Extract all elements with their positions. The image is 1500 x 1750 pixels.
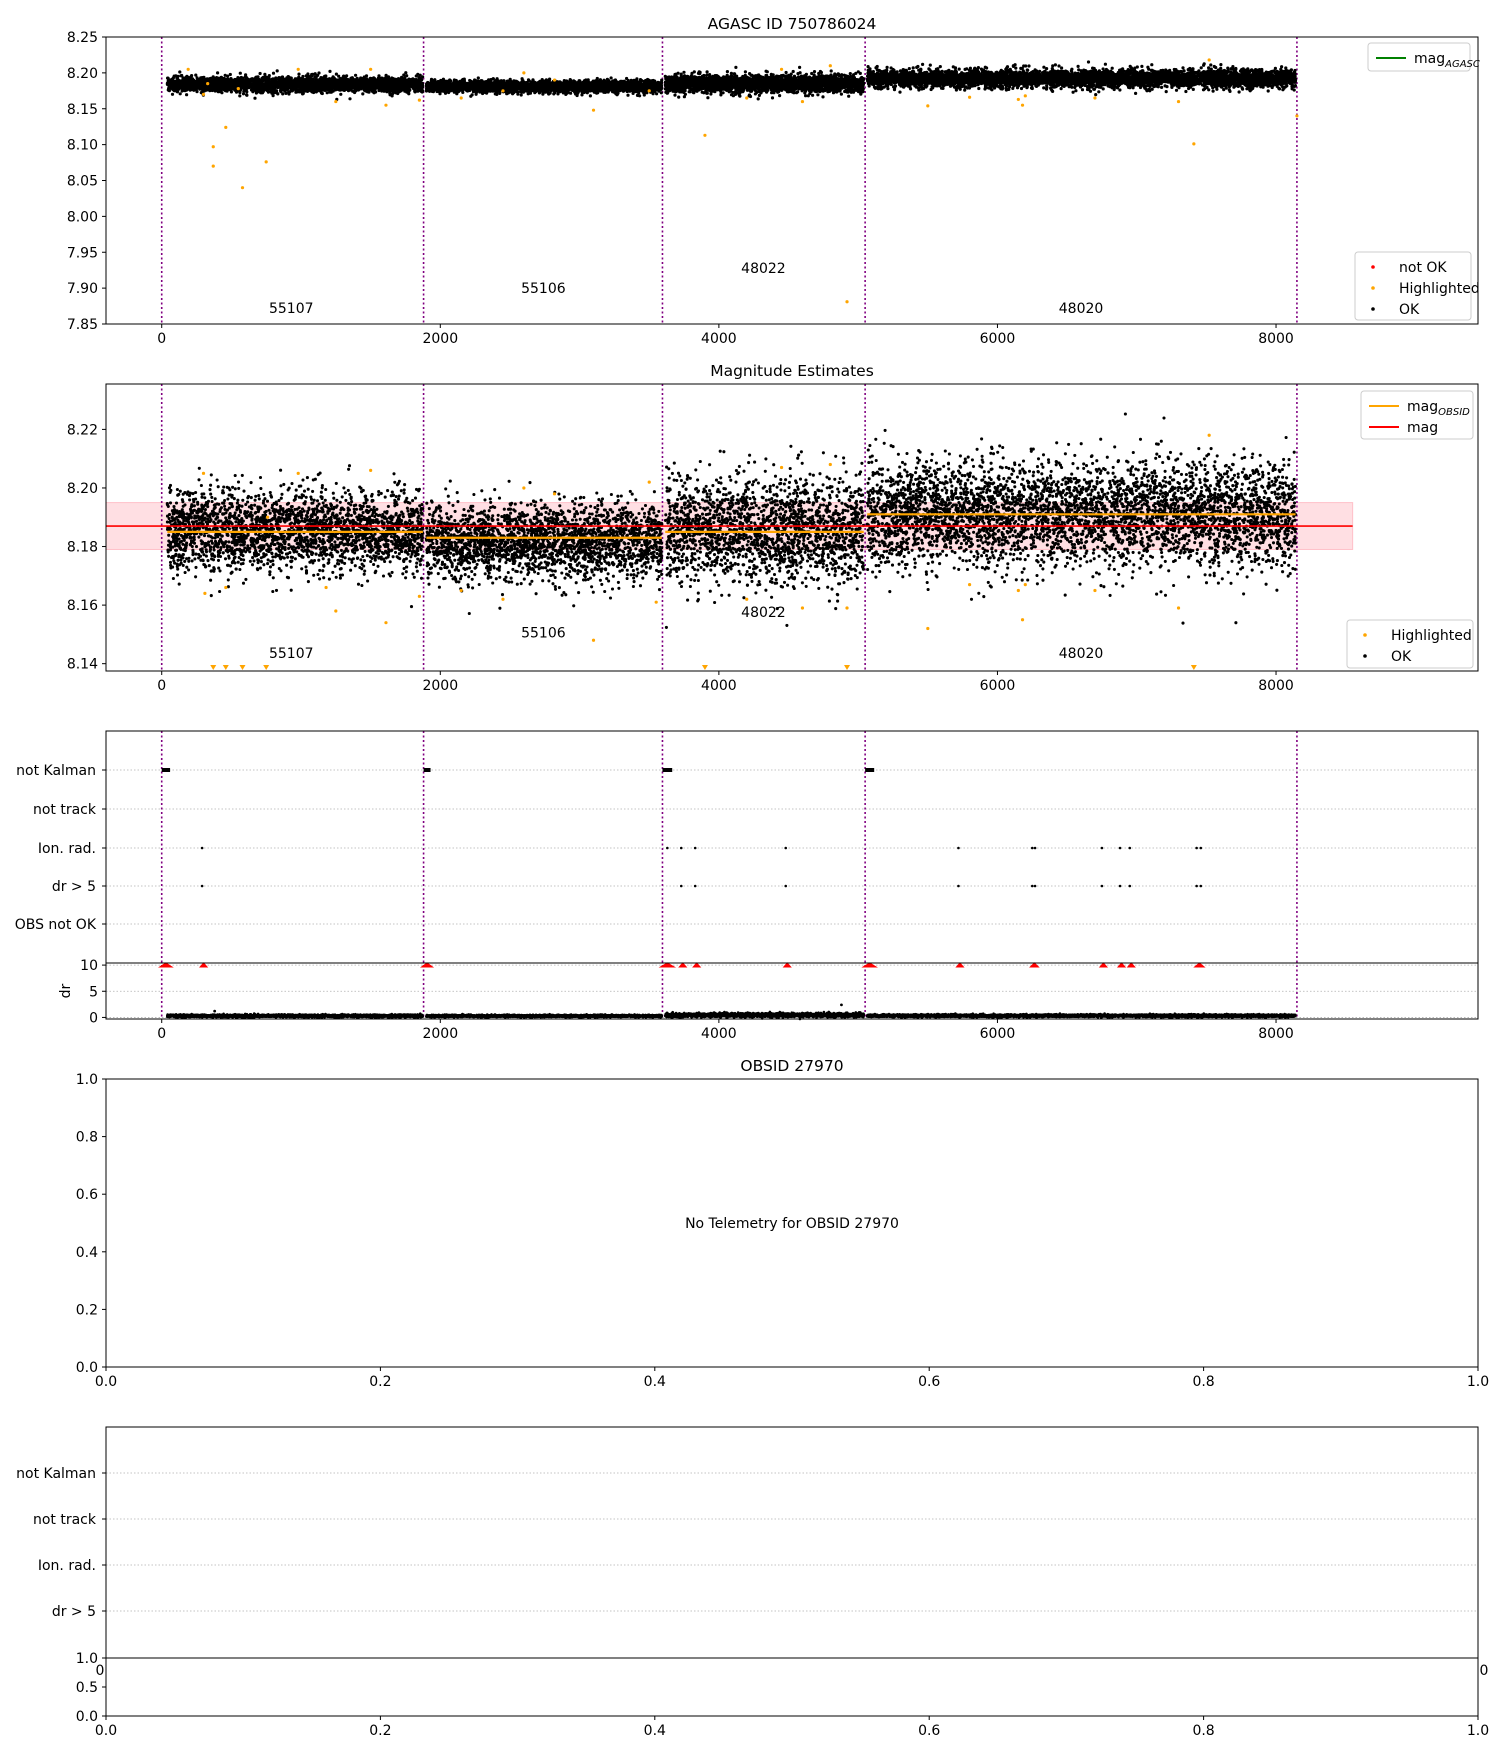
agasc-ok-point <box>277 76 280 79</box>
agasc-ok-point <box>179 74 182 77</box>
agasc-ok-point <box>183 89 186 92</box>
agasc-ok-point <box>413 89 416 92</box>
agasc-ok-point <box>352 82 355 85</box>
agasc-ok-point <box>353 84 356 87</box>
agasc-ok-point <box>407 86 410 89</box>
agasc-ok-point <box>342 76 345 79</box>
agasc-ok-point <box>393 90 396 93</box>
agasc-ok-point <box>371 89 374 92</box>
agasc-ok-point <box>201 90 204 93</box>
agasc-ok-point <box>275 89 278 92</box>
agasc-ok-point <box>348 97 351 100</box>
agasc-ok-point <box>242 92 245 95</box>
agasc-ok-point <box>185 93 188 96</box>
agasc-ok-point <box>321 92 324 95</box>
agasc-ok-point <box>235 91 238 94</box>
agasc-ok-point <box>365 74 368 77</box>
agasc-ok-point <box>196 76 199 79</box>
agasc-ok-point <box>303 84 306 87</box>
agasc-ok-point <box>356 77 359 80</box>
agasc-ok-point <box>179 92 182 95</box>
agasc-ok-point <box>245 80 248 83</box>
agasc-ok-point <box>416 73 419 76</box>
agasc-ok-point <box>265 76 268 79</box>
agasc-ok-point <box>377 76 380 79</box>
agasc-ok-point <box>224 89 227 92</box>
agasc-ok-point <box>224 74 227 77</box>
agasc-ok-point <box>253 97 256 100</box>
agasc-ok-point <box>348 84 351 87</box>
agasc-ok-point <box>307 82 310 85</box>
agasc-ok-point <box>324 74 327 77</box>
agasc-ok-point <box>183 85 186 88</box>
agasc-ok-point <box>367 79 370 82</box>
agasc-ok-point <box>337 75 340 78</box>
agasc-ok-point <box>354 89 357 92</box>
agasc-ok-point <box>331 83 334 86</box>
agasc-ok-point <box>310 73 313 76</box>
agasc-ok-point <box>216 71 219 74</box>
agasc-ok-point <box>350 86 353 89</box>
agasc-ok-point <box>328 89 331 92</box>
agasc-ok-point <box>307 75 310 78</box>
agasc-ok-point <box>257 85 260 88</box>
agasc-ok-point <box>239 72 242 75</box>
agasc-ok-point <box>337 78 340 81</box>
agasc-ok-point <box>220 91 223 94</box>
agasc-ok-point <box>229 73 232 76</box>
agasc-ok-point <box>172 76 175 79</box>
agasc-title: AGASC ID 750786024 <box>708 15 877 33</box>
agasc-ok-point <box>245 93 248 96</box>
agasc-ok-point <box>297 73 300 76</box>
agasc-ok-point <box>238 91 241 94</box>
agasc-ok-point <box>178 70 181 73</box>
agasc-ok-point <box>319 76 322 79</box>
agasc-ok-point <box>259 72 262 75</box>
agasc-ok-point <box>339 93 342 96</box>
agasc-ok-point <box>287 90 290 93</box>
agasc-ok-point <box>390 76 393 79</box>
agasc-ok-point <box>244 84 247 87</box>
agasc-ok-point <box>190 79 193 82</box>
agasc-ok-point <box>171 93 174 96</box>
figure: AGASC ID 750786024551075510648022480200 2… <box>0 0 1500 1750</box>
agasc-ok-point <box>316 74 319 77</box>
agasc-ok-point <box>268 78 271 81</box>
agasc-ok-point <box>292 88 295 91</box>
agasc-ok-point <box>359 76 362 79</box>
agasc-ok-point <box>261 91 264 94</box>
agasc-ok-point <box>270 92 273 95</box>
agasc-ok-point <box>354 74 357 77</box>
agasc-ok-point <box>344 88 347 91</box>
agasc-ok-point <box>349 77 352 80</box>
agasc-ok-point <box>406 79 409 82</box>
agasc-ok-point <box>181 89 184 92</box>
agasc-ok-point <box>274 76 277 79</box>
agasc-ok-point <box>168 85 171 88</box>
agasc-ok-point <box>244 76 247 79</box>
agasc-ok-point <box>281 92 284 95</box>
agasc-ok-point <box>190 75 193 78</box>
agasc-ok-point <box>420 79 423 82</box>
agasc-ok-point <box>309 89 312 92</box>
agasc-ok-point <box>361 92 364 95</box>
agasc-ok-point <box>209 79 212 82</box>
agasc-ok-point <box>167 88 170 91</box>
agasc-ok-point <box>389 93 392 96</box>
agasc-ok-point <box>276 69 279 72</box>
